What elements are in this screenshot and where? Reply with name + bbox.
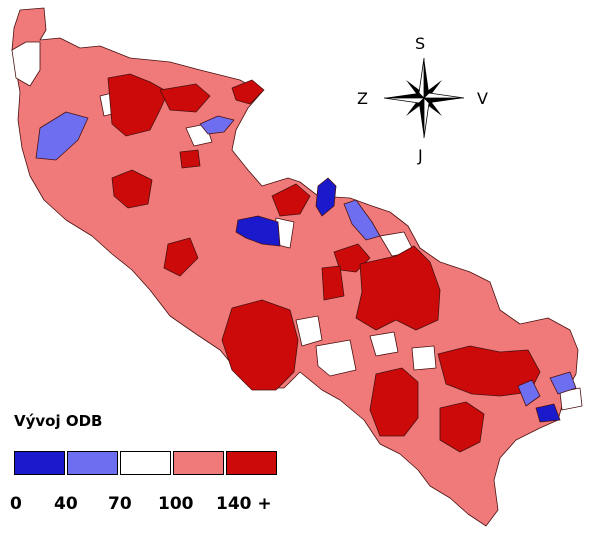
region-white-7 [315,339,357,377]
region-lightblue-5 [549,371,577,395]
legend-bar [14,451,279,475]
legend-label-4: 140 + [216,494,272,514]
region-white-10 [559,387,583,411]
legend-label-2: 70 [108,494,132,514]
region-base [11,7,579,527]
region-darkred-7 [271,183,311,217]
legend-swatch-2 [120,451,171,475]
region-white-8 [369,331,399,357]
legend-swatch-1 [67,451,118,475]
region-darkred-5 [111,169,153,209]
compass-north-label: S [415,34,426,53]
legend-label-0: 0 [10,494,22,514]
region-darkred-9 [321,265,345,301]
compass-rose-icon [383,57,465,139]
region-darkblue-3 [535,403,561,423]
region-darkred-1 [107,73,169,137]
region-darkred-2 [159,83,211,113]
region-lightblue-2 [199,115,235,135]
region-lightblue-3 [343,199,381,241]
region-darkred-14 [439,401,485,453]
region-darkred-6 [163,237,199,277]
legend-title: Vývoj ODB [14,412,103,430]
region-white-6 [295,315,323,347]
legend-swatch-4 [226,451,277,475]
compass-east-label: V [477,89,488,108]
region-lightblue-1 [35,111,89,161]
region-darkred-3 [231,79,265,105]
legend-label-1: 40 [54,494,78,514]
region-darkred-11 [221,299,299,391]
legend-swatch-0 [14,451,65,475]
region-darkred-10 [355,245,441,331]
legend-label-3: 100 [158,494,194,514]
region-lightblue-4 [517,379,541,407]
compass-west-label: Z [357,89,368,108]
region-darkred-4 [179,149,201,169]
region-darkblue-1 [235,215,281,247]
region-darkred-12 [369,367,419,437]
region-white-9 [411,345,437,371]
region-white-1 [11,41,41,87]
region-darkred-13 [437,345,541,397]
compass-south-label: J [418,146,423,165]
legend-swatch-3 [173,451,224,475]
region-darkblue-2 [315,177,337,217]
